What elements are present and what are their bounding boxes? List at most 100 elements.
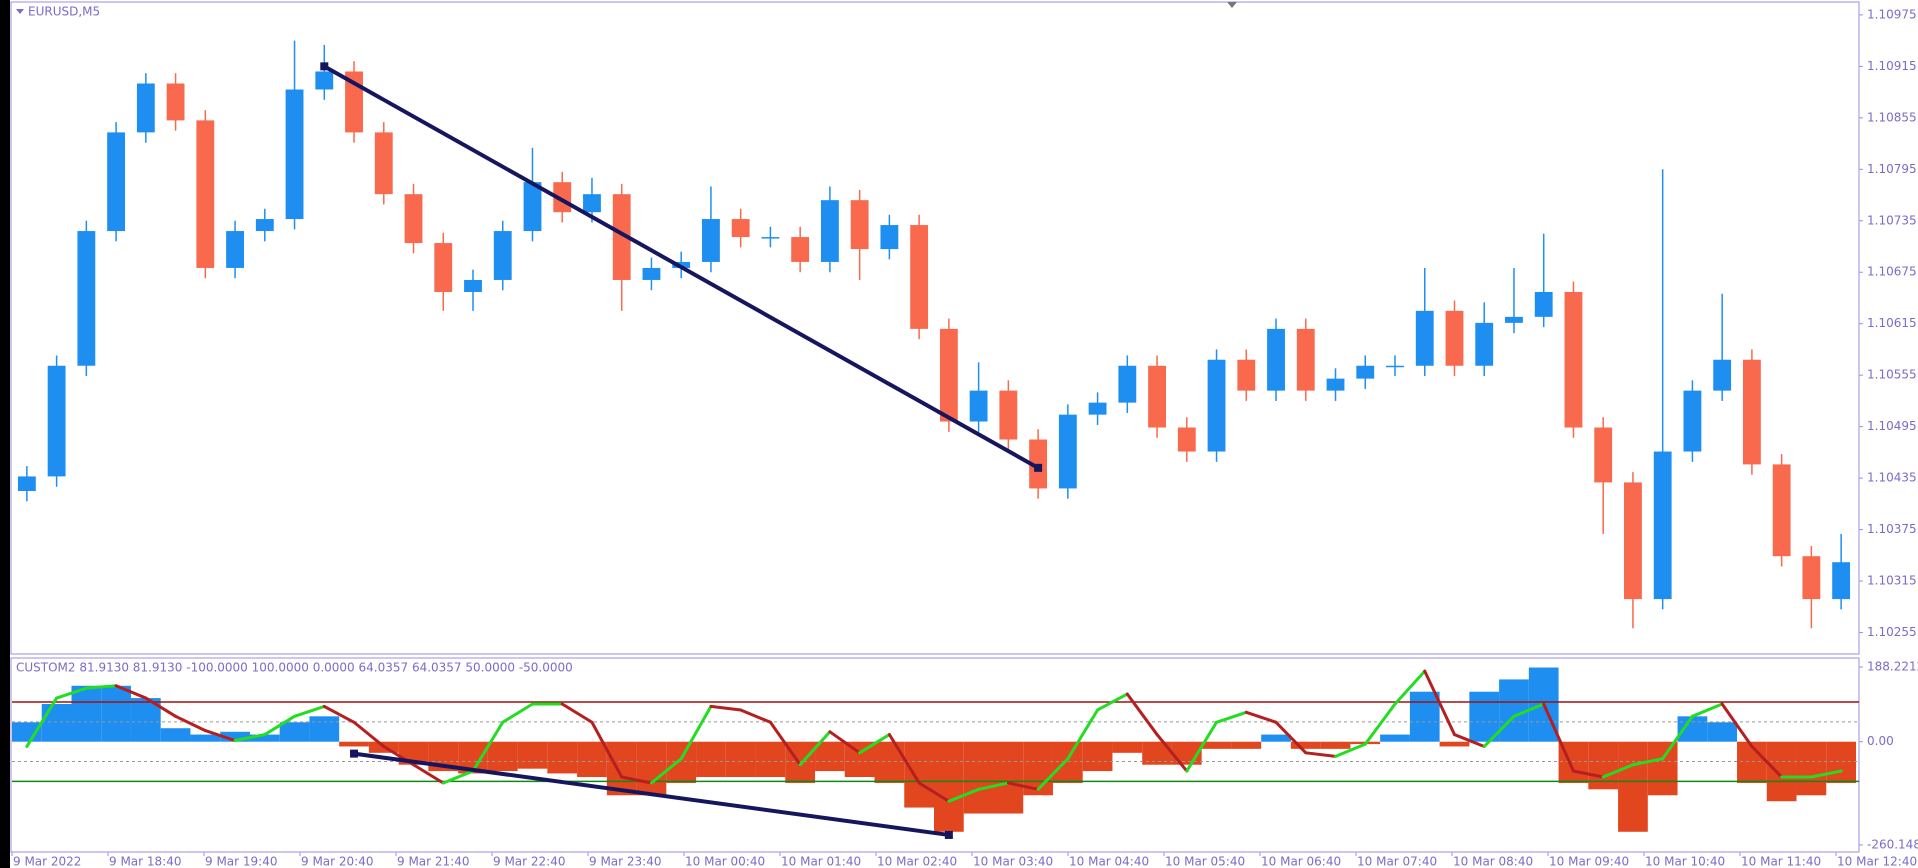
- histogram-bar: [547, 741, 578, 774]
- candle-body: [255, 219, 274, 232]
- oscillator-segment: [1452, 733, 1486, 748]
- candle-body: [285, 89, 304, 220]
- candle-body: [583, 194, 601, 213]
- x-tick-label: 10 Mar 08:40: [1453, 855, 1533, 868]
- oscillator-segment: [1423, 669, 1456, 737]
- oscillator-segment: [1512, 702, 1546, 718]
- histogram-bar: [636, 741, 667, 796]
- oscillator-segment: [174, 714, 207, 733]
- histogram-bar: [606, 741, 637, 796]
- histogram-bar: [1409, 691, 1440, 742]
- oscillator-segment: [1274, 720, 1308, 755]
- candle-body: [1802, 556, 1821, 600]
- histogram-bar: [1201, 741, 1232, 749]
- candle-body: [404, 194, 423, 244]
- candle-body: [1772, 464, 1791, 557]
- histogram-bar: [1766, 741, 1797, 802]
- candle-body: [107, 132, 126, 232]
- oscillator-segment: [1631, 757, 1665, 767]
- oscillator-segment: [977, 781, 1010, 791]
- y-tick-label: 1.10315: [1867, 574, 1917, 588]
- oscillator-segment: [1690, 702, 1724, 718]
- oscillator-segment: [768, 720, 802, 767]
- histogram-bar: [1439, 741, 1470, 747]
- x-tick-label: 10 Mar 05:40: [1165, 855, 1245, 868]
- oscillator-segment: [1185, 720, 1219, 773]
- oscillator-segment: [1571, 769, 1605, 779]
- candle-body: [1177, 427, 1196, 452]
- x-tick-label: 10 Mar 01:40: [781, 855, 861, 868]
- oscillator-segment: [590, 720, 624, 779]
- histogram-bar: [577, 741, 607, 778]
- oscillator-segment: [1096, 692, 1129, 712]
- candle-body: [1594, 427, 1613, 483]
- oscillator-segment: [560, 702, 594, 724]
- oscillator-segment: [1066, 708, 1100, 761]
- oscillator-segment: [1661, 714, 1694, 761]
- y-tick-label: 188.2212: [1867, 660, 1918, 674]
- candle-body: [1207, 359, 1226, 452]
- oscillator-segment: [471, 720, 505, 773]
- left-edge: [0, 0, 10, 868]
- candle-body: [1148, 365, 1166, 428]
- histogram-bar: [725, 741, 756, 778]
- x-tick-label: 10 Mar 06:40: [1261, 855, 1341, 868]
- oscillator-segment: [1334, 742, 1367, 758]
- trendline-handle: [320, 62, 329, 71]
- oscillator-segment: [1155, 733, 1189, 773]
- oscillator-segment: [649, 757, 683, 785]
- y-tick-label: -260.1484: [1867, 837, 1918, 851]
- candle-body: [1683, 390, 1702, 452]
- candle-body: [1237, 359, 1256, 391]
- histogram-bar: [1231, 741, 1262, 749]
- candle-body: [1088, 402, 1107, 415]
- candle-body: [612, 194, 631, 280]
- histogram-bar: [517, 741, 548, 769]
- trendline: [353, 751, 950, 837]
- histogram-bar: [1320, 741, 1351, 749]
- oscillator-segment: [263, 714, 297, 737]
- oscillator-segment: [798, 730, 832, 767]
- histogram-bar: [666, 741, 697, 783]
- oscillator-segment: [679, 704, 713, 761]
- candle-body: [999, 390, 1018, 440]
- candle-body: [166, 83, 185, 121]
- histogram-bar: [815, 741, 845, 772]
- oscillator-segment: [1750, 744, 1784, 779]
- oscillator-segment: [1006, 781, 1040, 791]
- histogram-bar: [696, 741, 726, 778]
- candle-body: [761, 237, 780, 239]
- y-tick-label: 1.10975: [1867, 7, 1917, 21]
- histogram-bar: [1647, 741, 1678, 796]
- x-tick-label: 10 Mar 09:40: [1549, 855, 1629, 868]
- candle-body: [17, 476, 36, 491]
- oscillator-segment: [917, 781, 951, 803]
- candle-body: [77, 231, 96, 366]
- histogram-bar: [1290, 741, 1321, 749]
- candle-body: [1386, 365, 1404, 368]
- trendline: [323, 64, 1040, 470]
- x-tick-label: 10 Mar 04:40: [1069, 855, 1149, 868]
- y-tick-label: 1.10555: [1867, 368, 1917, 382]
- y-tick-label: 1.10915: [1867, 59, 1917, 73]
- y-tick-label: 1.10675: [1867, 265, 1917, 279]
- candle-body: [1653, 451, 1672, 600]
- oscillator-segment: [1244, 710, 1278, 724]
- oscillator-segment: [412, 763, 445, 785]
- oscillator-segment: [828, 730, 862, 755]
- histogram-bar: [1469, 691, 1500, 742]
- candle-body: [493, 231, 512, 280]
- x-tick-label: 10 Mar 00:40: [685, 855, 765, 868]
- candle-body: [1267, 328, 1285, 391]
- histogram-bar: [309, 716, 340, 742]
- candle-body: [731, 219, 750, 238]
- oscillator-segment: [947, 787, 981, 803]
- candle-body: [136, 83, 155, 133]
- histogram-bar: [220, 731, 250, 742]
- x-tick-label: 9 Mar 21:40: [397, 855, 470, 868]
- candle-body: [196, 120, 215, 268]
- oscillator-segment: [322, 704, 356, 724]
- x-tick-label: 10 Mar 07:40: [1357, 855, 1437, 868]
- candle-body: [939, 328, 958, 422]
- oscillator-segment: [1304, 751, 1338, 758]
